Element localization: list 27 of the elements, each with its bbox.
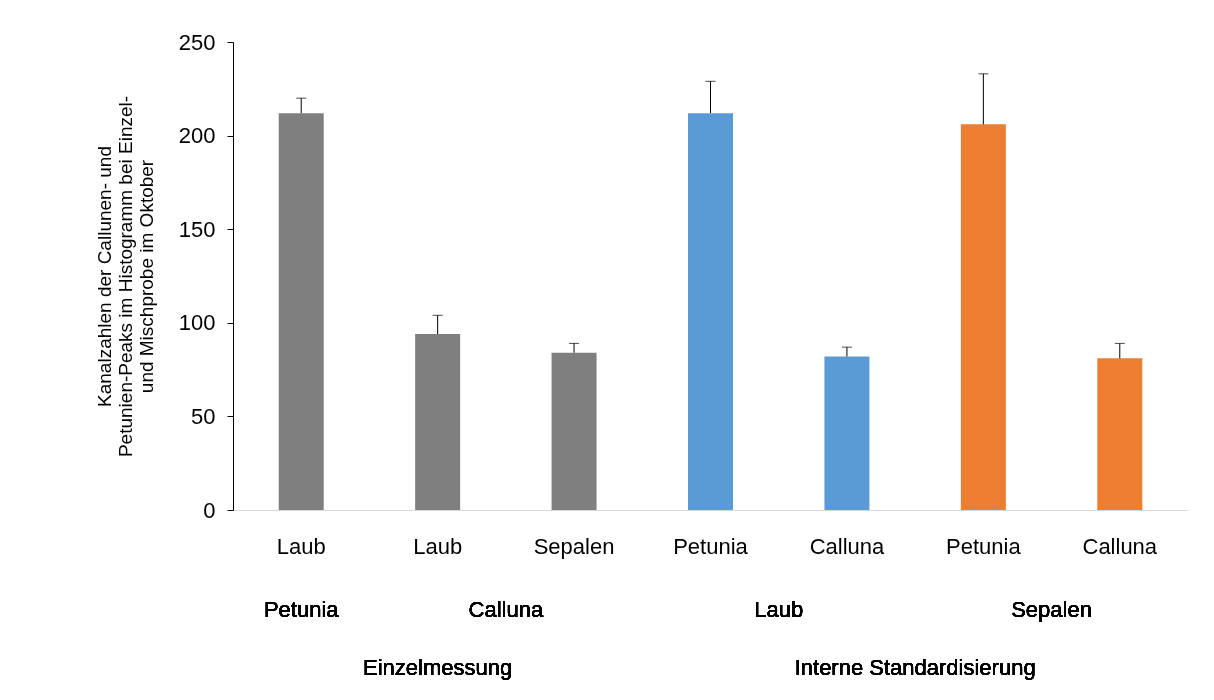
text: Interne Standardisierung: [794, 655, 1036, 680]
bar: [551, 352, 597, 510]
x-tick-label: Sepalen: [533, 533, 615, 559]
bar: [688, 113, 733, 510]
x-tick-label: Calluna: [1082, 533, 1158, 559]
x-tick-label: Calluna: [809, 533, 885, 559]
y-tick-label: 50: [191, 403, 216, 429]
y-tick-label: 0: [203, 497, 216, 523]
x-tick-label: Laub: [413, 533, 463, 559]
y-tick-label: 150: [178, 216, 216, 242]
bar: [415, 334, 461, 510]
x-tick-label: Laub: [276, 533, 326, 559]
y-tick-label: 100: [178, 310, 216, 336]
bar: [960, 124, 1006, 510]
text: Einzelmessung: [363, 655, 513, 680]
text: Calluna: [468, 597, 544, 622]
text: Laub: [754, 597, 804, 622]
x-tick-label: Petunia: [946, 533, 1022, 559]
y-axis-title: Kanalzahlen der Callunen- und Petunien-Peaks im Histogramm bei Einzel- und Mischprobe im Oktober: [93, 95, 157, 458]
bar: [278, 113, 324, 510]
text: Sepalen: [1011, 597, 1092, 622]
text: Petunia: [263, 597, 340, 622]
x-tick-label: Petunia: [673, 533, 749, 559]
bar: [1097, 358, 1143, 510]
y-tick-label: 250: [178, 29, 216, 55]
y-tick-label: 200: [178, 123, 216, 149]
bar: [824, 356, 870, 510]
